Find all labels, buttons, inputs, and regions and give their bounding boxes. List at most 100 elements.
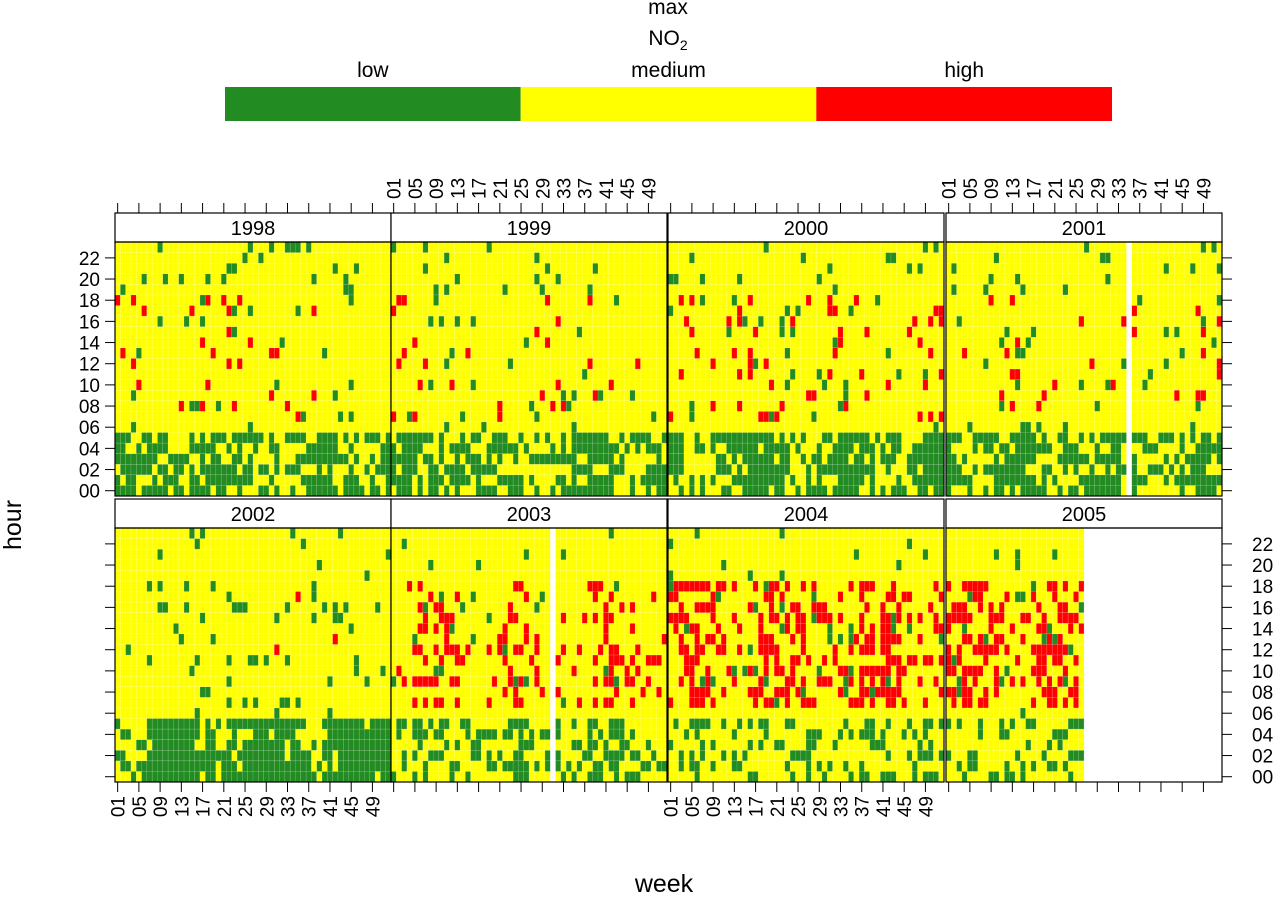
heat-cell bbox=[656, 421, 662, 433]
heat-cell bbox=[146, 400, 153, 412]
heat-cell bbox=[784, 369, 791, 380]
heat-cell bbox=[1094, 443, 1100, 454]
heat-cell bbox=[396, 273, 402, 285]
heat-cell bbox=[502, 242, 508, 253]
heat-cell bbox=[1025, 432, 1031, 444]
heat-cell bbox=[1200, 411, 1207, 422]
heat-cell bbox=[1179, 326, 1185, 338]
heat-cell bbox=[1153, 252, 1159, 264]
heat-cell bbox=[486, 369, 492, 380]
heat-cell bbox=[1110, 305, 1116, 317]
heat-cell bbox=[758, 485, 764, 497]
heat-cell bbox=[880, 443, 886, 454]
heat-cell bbox=[534, 390, 540, 401]
heat-cell bbox=[1036, 453, 1042, 465]
heat-cell bbox=[651, 284, 657, 295]
heat-cell bbox=[215, 358, 222, 370]
heat-cell bbox=[951, 326, 957, 338]
heat-cell bbox=[763, 294, 769, 306]
heat-cell bbox=[885, 294, 891, 306]
heat-cell bbox=[1046, 464, 1053, 475]
heat-cell bbox=[566, 400, 572, 412]
heat-cell bbox=[1073, 358, 1079, 370]
heat-cell bbox=[1004, 390, 1010, 401]
heat-cell bbox=[1190, 411, 1196, 422]
heat-cell bbox=[438, 421, 445, 433]
heat-cell bbox=[1020, 369, 1026, 380]
heat-cell bbox=[168, 337, 174, 348]
heat-cell bbox=[603, 390, 609, 401]
heat-cell bbox=[875, 411, 881, 422]
heat-cell bbox=[1137, 242, 1143, 253]
heat-cell bbox=[242, 347, 248, 359]
heat-cell bbox=[629, 485, 636, 497]
heat-cell bbox=[1158, 294, 1164, 306]
heat-cell bbox=[1195, 400, 1201, 412]
heat-cell bbox=[295, 453, 301, 465]
heat-cell bbox=[189, 464, 195, 475]
heat-cell bbox=[226, 252, 232, 264]
heat-cell bbox=[115, 411, 121, 422]
heat-cell bbox=[928, 421, 934, 433]
heat-cell bbox=[428, 316, 434, 327]
heat-cell bbox=[1094, 485, 1100, 497]
heat-cell bbox=[1142, 273, 1148, 285]
heat-cell bbox=[1137, 474, 1143, 486]
heat-cell bbox=[1147, 485, 1154, 497]
heat-cell bbox=[571, 347, 577, 359]
heat-cell bbox=[656, 453, 662, 465]
heat-cell bbox=[284, 316, 291, 327]
heat-cell bbox=[189, 379, 195, 391]
heat-cell bbox=[1009, 347, 1016, 359]
heat-cell bbox=[194, 432, 200, 444]
heat-cell bbox=[651, 316, 657, 327]
heat-cell bbox=[999, 400, 1005, 412]
heat-cell bbox=[737, 411, 743, 422]
heat-cell bbox=[779, 453, 785, 465]
heat-cell bbox=[475, 305, 482, 317]
heat-cell bbox=[1004, 453, 1010, 465]
heat-cell bbox=[290, 432, 296, 444]
heat-cell bbox=[592, 421, 599, 433]
heat-cell bbox=[369, 411, 376, 422]
heat-cell bbox=[737, 294, 743, 306]
heat-cell bbox=[880, 421, 886, 433]
heat-cell bbox=[184, 316, 190, 327]
heat-cell bbox=[247, 294, 254, 306]
heat-cell bbox=[811, 369, 817, 380]
heat-cell bbox=[184, 242, 190, 253]
heat-cell bbox=[380, 464, 386, 475]
heat-cell bbox=[912, 464, 918, 475]
heat-cell bbox=[491, 305, 498, 317]
heat-cell bbox=[1073, 273, 1079, 285]
heat-cell bbox=[598, 284, 604, 295]
heat-cell bbox=[1184, 474, 1191, 486]
heat-cell bbox=[125, 453, 131, 465]
heat-cell bbox=[972, 294, 978, 306]
heat-cell bbox=[454, 400, 461, 412]
heat-cell bbox=[843, 242, 849, 253]
heat-cell bbox=[343, 400, 349, 412]
heat-cell bbox=[449, 337, 455, 348]
heat-cell bbox=[710, 294, 716, 306]
heat-cell bbox=[173, 474, 179, 486]
heat-cell bbox=[592, 347, 599, 359]
heat-cell bbox=[885, 400, 891, 412]
heat-cell bbox=[853, 305, 860, 317]
heat-cell bbox=[880, 337, 886, 348]
heat-cell bbox=[460, 358, 466, 370]
heat-cell bbox=[901, 337, 907, 348]
heat-cell bbox=[967, 263, 973, 274]
heat-cell bbox=[827, 347, 833, 359]
heat-cell bbox=[800, 326, 807, 338]
heat-cell bbox=[332, 421, 338, 433]
heat-cell bbox=[726, 379, 732, 391]
heat-cell bbox=[1137, 358, 1143, 370]
heat-cell bbox=[560, 443, 567, 454]
heat-cell bbox=[1142, 326, 1148, 338]
heat-cell bbox=[956, 379, 962, 391]
heat-cell bbox=[779, 305, 785, 317]
heat-cell bbox=[210, 369, 216, 380]
heat-cell bbox=[470, 294, 476, 306]
heat-cell bbox=[539, 400, 545, 412]
